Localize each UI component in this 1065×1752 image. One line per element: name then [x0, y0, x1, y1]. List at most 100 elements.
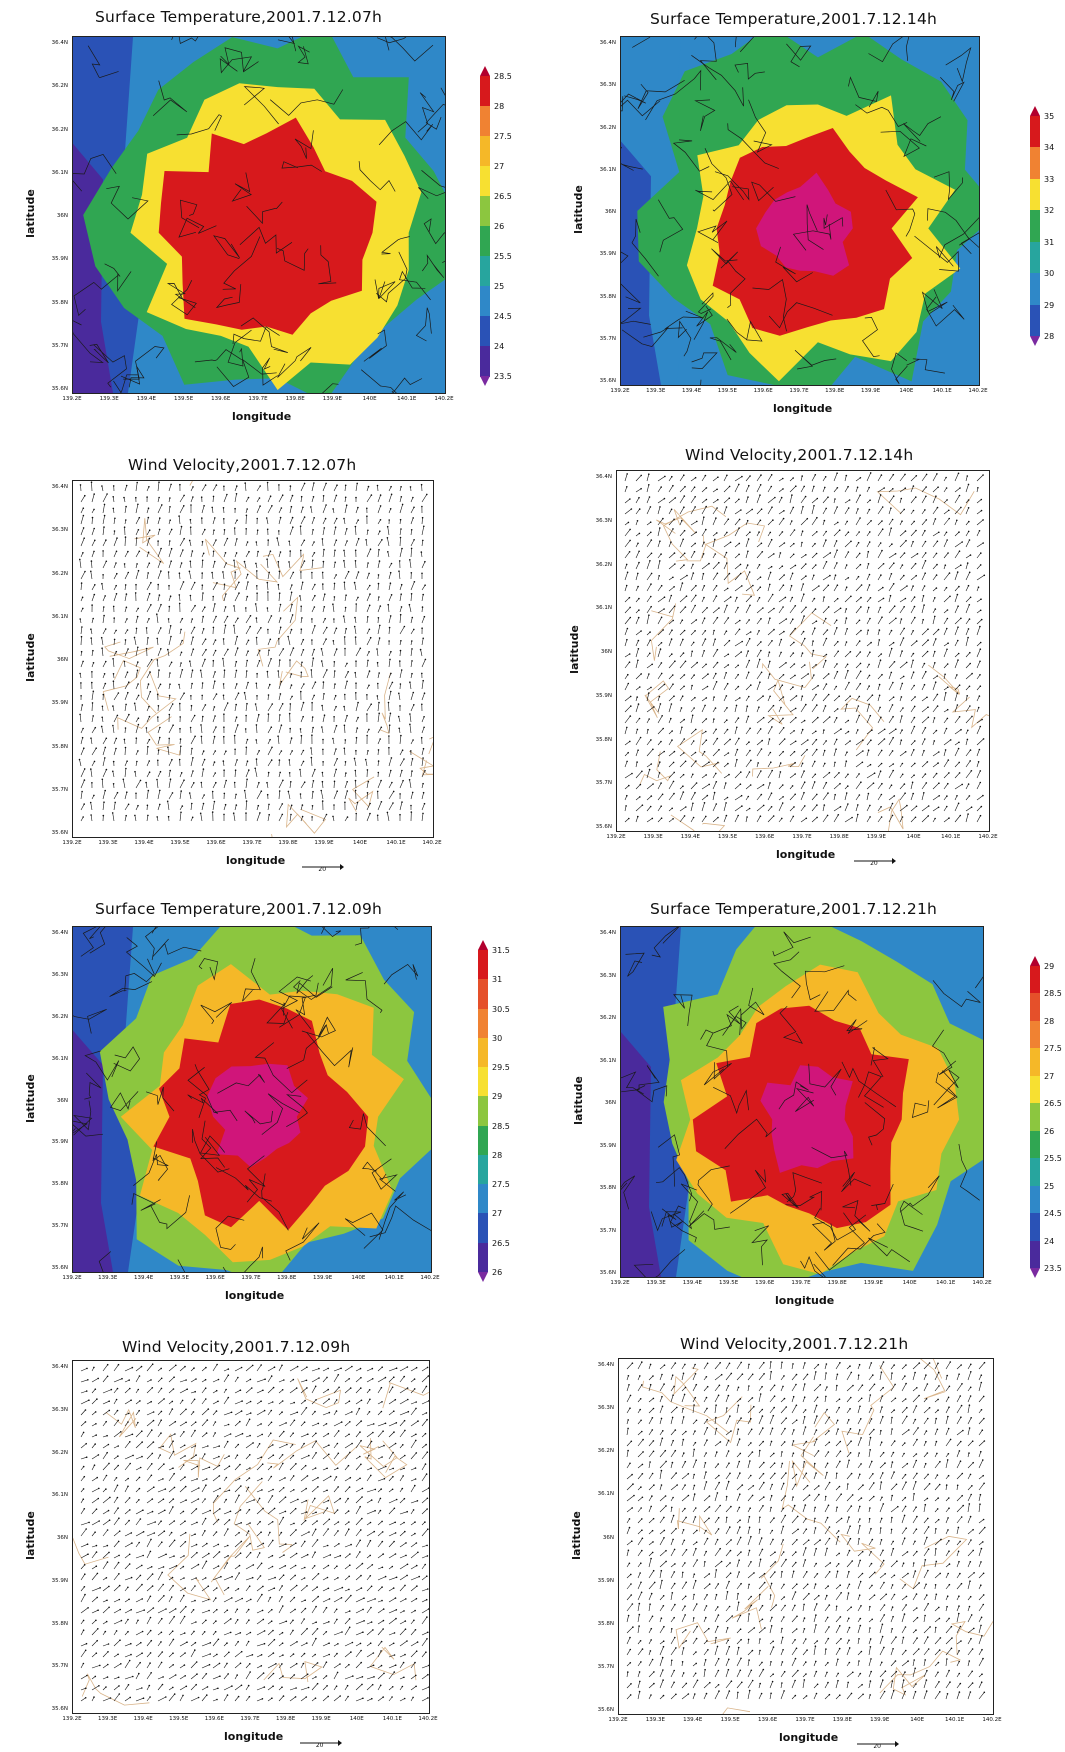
- y-tick-label: 36.4N: [46, 40, 68, 46]
- colorbar-segment: [480, 346, 490, 377]
- y-tick-label: 36.2N: [46, 127, 68, 133]
- colorbar-segment: [1030, 147, 1040, 179]
- y-tick-label: 36.2N: [46, 1450, 68, 1456]
- x-tick-label: 139.7E: [786, 388, 812, 394]
- x-tick-label: 140.2E: [417, 1275, 443, 1281]
- panel-title: Surface Temperature,2001.7.12.09h: [95, 900, 382, 918]
- y-tick-label: 35.9N: [594, 1143, 616, 1149]
- y-tick-label: 36N: [592, 1535, 614, 1541]
- y-tick-label: 36.1N: [46, 170, 68, 176]
- temperature-map: [620, 926, 984, 1278]
- x-tick-label: 140.2E: [969, 1280, 995, 1286]
- x-axis-label: longitude: [224, 1730, 283, 1743]
- x-tick-label: 139.9E: [311, 840, 337, 846]
- x-tick-label: 139.7E: [789, 834, 815, 840]
- colorbar-segment: [478, 1213, 488, 1243]
- y-tick-label: 36.3N: [46, 1407, 68, 1413]
- panel-title: Surface Temperature,2001.7.12.14h: [650, 10, 937, 28]
- x-tick-label: 139.3E: [95, 840, 121, 846]
- colorbar-tick-label: 28.5: [1044, 989, 1062, 998]
- y-tick-label: 36.4N: [594, 930, 616, 936]
- x-tick-label: 139.2E: [607, 388, 633, 394]
- y-tick-label: 35.8N: [46, 1181, 68, 1187]
- colorbar-bottom-triangle: [1030, 336, 1040, 346]
- colorbar-segment: [1030, 1103, 1040, 1131]
- x-tick-label: 139.4E: [677, 834, 703, 840]
- y-tick-label: 35.9N: [46, 700, 68, 706]
- x-tick-label: 139.6E: [203, 840, 229, 846]
- x-tick-label: 140.2E: [431, 396, 457, 402]
- colorbar-segment: [1030, 1158, 1040, 1186]
- x-tick-label: 139.3E: [642, 1717, 668, 1723]
- x-tick-label: 139.3E: [643, 1280, 669, 1286]
- reference-arrow-label: 20: [870, 860, 878, 867]
- x-tick-label: 139.5E: [167, 840, 193, 846]
- colorbar-tick-label: 26.5: [1044, 1099, 1062, 1108]
- y-tick-label: 35.7N: [46, 343, 68, 349]
- colorbar-top-triangle: [1030, 956, 1040, 966]
- y-tick-label: 36.1N: [594, 1058, 616, 1064]
- y-tick-label: 35.9N: [590, 693, 612, 699]
- temperature-map: [620, 36, 980, 386]
- y-tick-label: 35.6N: [590, 824, 612, 830]
- colorbar-tick-label: 30.5: [492, 1005, 510, 1014]
- colorbar-tick-label: 27.5: [494, 132, 512, 141]
- colorbar-tick-label: 27.5: [492, 1180, 510, 1189]
- colorbar-tick-label: 35: [1044, 112, 1054, 121]
- y-tick-label: 36.1N: [592, 1491, 614, 1497]
- x-tick-label: 139.4E: [131, 1275, 157, 1281]
- x-axis-label: longitude: [226, 854, 285, 867]
- y-axis-label: latitude: [24, 1511, 37, 1560]
- colorbar-segment: [1030, 1241, 1040, 1269]
- y-tick-label: 35.7N: [594, 336, 616, 342]
- colorbar-segment: [480, 316, 490, 347]
- colorbar-segment: [478, 1155, 488, 1185]
- colorbar-tick-label: 25.5: [1044, 1154, 1062, 1163]
- panel-title: Wind Velocity,2001.7.12.21h: [680, 1335, 908, 1353]
- colorbar-tick-label: 26: [494, 222, 504, 231]
- x-tick-label: 139.5E: [716, 1280, 742, 1286]
- y-tick-label: 35.8N: [592, 1621, 614, 1627]
- colorbar-tick-label: 23.5: [1044, 1264, 1062, 1273]
- colorbar: [478, 950, 488, 1272]
- colorbar-tick-label: 31: [1044, 238, 1054, 247]
- x-tick-label: 139.2E: [59, 1275, 85, 1281]
- colorbar-segment: [1030, 1021, 1040, 1049]
- x-tick-label: 140.1E: [379, 1716, 405, 1722]
- colorbar-segment: [478, 1038, 488, 1068]
- colorbar-segment: [480, 166, 490, 197]
- x-tick-label: 140E: [345, 1275, 371, 1281]
- y-tick-label: 35.8N: [594, 1185, 616, 1191]
- x-axis-label: longitude: [232, 410, 291, 423]
- reference-arrow-label: 20: [318, 866, 326, 873]
- y-tick-label: 35.7N: [46, 1663, 68, 1669]
- x-tick-label: 139.5E: [715, 834, 741, 840]
- x-tick-label: 139.7E: [237, 1716, 263, 1722]
- reference-arrow: [302, 856, 344, 866]
- x-tick-label: 139.5E: [171, 396, 197, 402]
- colorbar: [1030, 966, 1040, 1268]
- colorbar-tick-label: 26.5: [494, 192, 512, 201]
- x-tick-label: 139.4E: [679, 388, 705, 394]
- x-tick-label: 139.6E: [750, 388, 776, 394]
- colorbar-tick-label: 29: [1044, 301, 1054, 310]
- colorbar-segment: [1030, 966, 1040, 994]
- y-tick-label: 36.3N: [592, 1405, 614, 1411]
- colorbar-tick-label: 28: [492, 1151, 502, 1160]
- x-tick-label: 140.2E: [979, 1717, 1005, 1723]
- wind-vector-map: [72, 480, 434, 838]
- colorbar-tick-label: 33: [1044, 175, 1054, 184]
- y-tick-label: 36.2N: [594, 1015, 616, 1021]
- y-tick-label: 36.4N: [46, 484, 68, 490]
- y-tick-label: 36.4N: [46, 930, 68, 936]
- x-tick-label: 140E: [904, 1717, 930, 1723]
- colorbar-segment: [480, 256, 490, 287]
- panel-title: Wind Velocity,2001.7.12.07h: [128, 456, 356, 474]
- y-tick-label: 36.1N: [46, 614, 68, 620]
- colorbar-bottom-triangle: [478, 1272, 488, 1282]
- wind-vector-map: [72, 1360, 430, 1714]
- x-tick-label: 139.4E: [679, 1280, 705, 1286]
- colorbar-tick-label: 29: [1044, 962, 1054, 971]
- x-tick-label: 140E: [893, 388, 919, 394]
- x-tick-label: 139.6E: [755, 1717, 781, 1723]
